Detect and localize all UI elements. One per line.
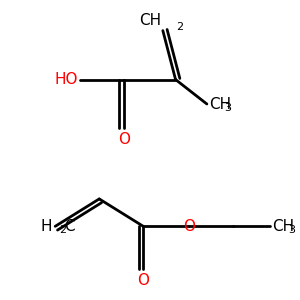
Text: C: C xyxy=(64,219,75,234)
Text: 3: 3 xyxy=(224,103,232,113)
Text: 2: 2 xyxy=(176,22,184,32)
Text: HO: HO xyxy=(54,72,78,87)
Text: O: O xyxy=(183,219,195,234)
Text: CH: CH xyxy=(209,97,231,112)
Text: 3: 3 xyxy=(288,225,295,235)
Text: CH: CH xyxy=(139,13,161,28)
Text: H: H xyxy=(41,219,52,234)
Text: O: O xyxy=(137,273,149,288)
Text: O: O xyxy=(118,132,130,147)
Text: 2: 2 xyxy=(59,225,66,235)
Text: CH: CH xyxy=(272,219,295,234)
